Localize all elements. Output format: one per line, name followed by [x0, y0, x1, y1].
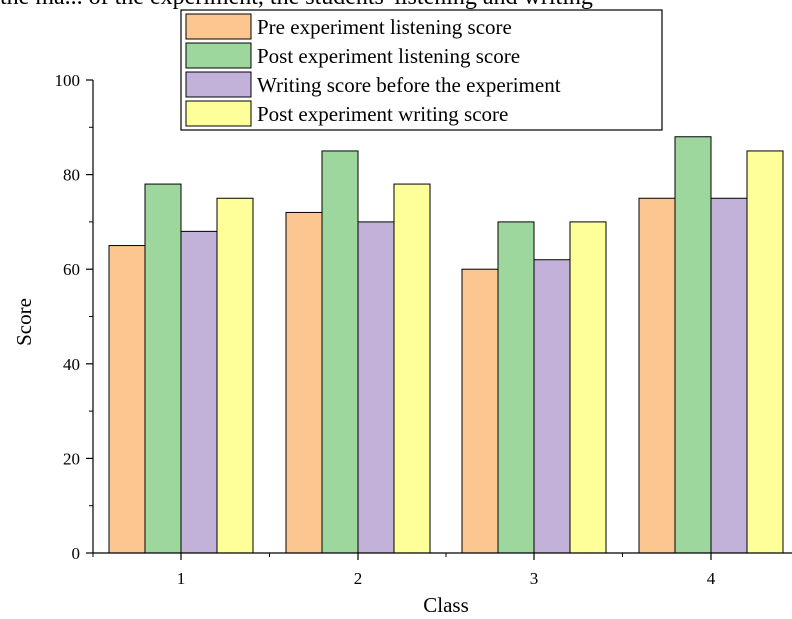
- legend-box: [180, 9, 663, 131]
- bar-series2-class2: [321, 150, 359, 554]
- caption-text: the ma... of the experiment, the student…: [0, 0, 593, 10]
- bar-series1-class1: [108, 245, 146, 554]
- bar-series4-class3: [569, 221, 607, 554]
- x-axis-label: Class: [423, 593, 469, 617]
- bar-series2-class1: [144, 183, 182, 554]
- x-tick-label: 2: [354, 569, 363, 588]
- bar-series4-class4: [746, 150, 784, 554]
- y-tick-label: 80: [63, 166, 80, 185]
- bars-layer: [108, 136, 784, 554]
- bar-series3-class2: [357, 221, 395, 554]
- y-tick-label: 40: [63, 355, 80, 374]
- x-tick-label: 1: [177, 569, 186, 588]
- bar-series4-class1: [216, 197, 254, 554]
- bar-series2-class4: [674, 136, 712, 554]
- bar-series3-class3: [533, 259, 571, 554]
- legend-swatch: [185, 13, 252, 40]
- axes-layer: 0 20 40 60 80 100 1 2 3 4: [55, 71, 792, 588]
- bar-series2-class3: [497, 221, 535, 554]
- bar-series3-class4: [710, 197, 748, 554]
- bar-series1-class3: [461, 268, 499, 554]
- bar-series3-class1: [180, 230, 218, 554]
- legend-swatch: [185, 100, 252, 127]
- y-tick-label: 100: [55, 71, 81, 90]
- x-tick-label: 4: [707, 569, 716, 588]
- legend-label: Post experiment writing score: [257, 102, 508, 126]
- legend-label: Pre experiment listening score: [257, 15, 512, 39]
- y-tick-label: 60: [63, 260, 80, 279]
- y-tick-label: 20: [63, 449, 80, 468]
- y-tick-label: 0: [72, 544, 81, 563]
- legend-label: Writing score before the experiment: [257, 73, 561, 97]
- cropped-caption-text: the ma... of the experiment, the student…: [0, 0, 792, 11]
- x-tick-label: 3: [530, 569, 539, 588]
- legend: Pre experiment listening score Post exper…: [180, 9, 663, 131]
- legend-label: Post experiment listening score: [257, 44, 520, 68]
- legend-swatch: [185, 71, 252, 98]
- bar-series1-class2: [285, 211, 323, 554]
- legend-swatch: [185, 42, 252, 69]
- bar-series4-class2: [393, 183, 431, 554]
- bar-series1-class4: [638, 197, 676, 554]
- y-axis-label: Score: [12, 298, 36, 346]
